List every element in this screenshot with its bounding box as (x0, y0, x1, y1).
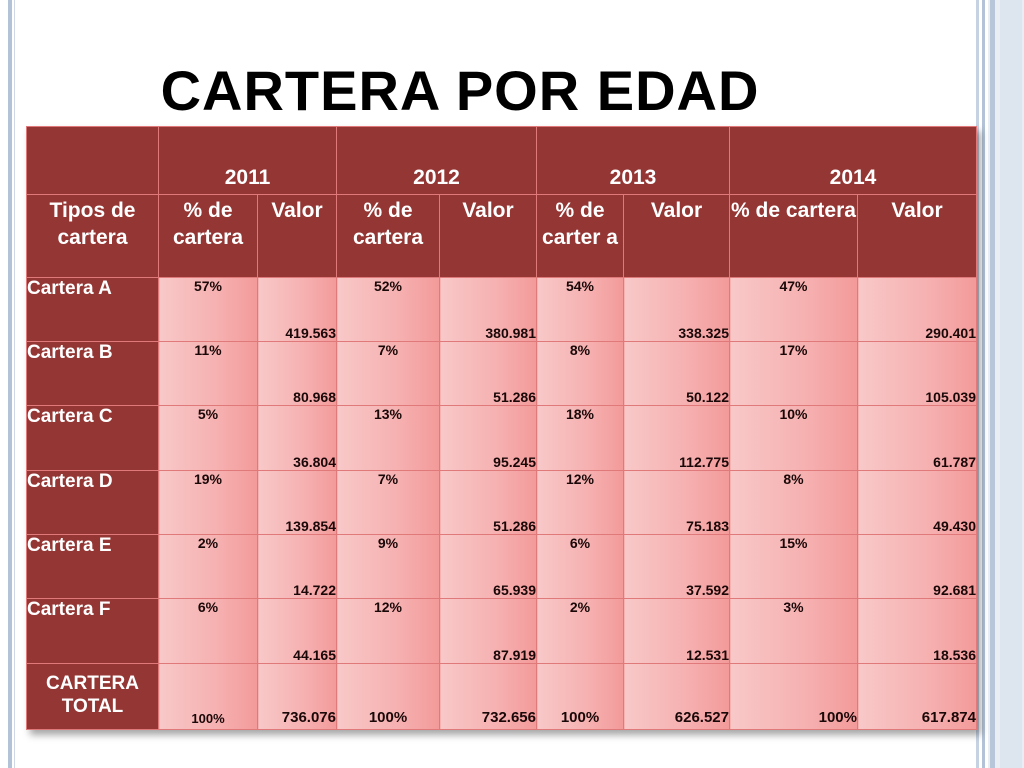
value-cell: 18.536 (857, 598, 977, 664)
value-cell: 61.787 (857, 405, 977, 471)
value-cell: 44.165 (257, 598, 337, 664)
pct-header-2013: % de carter a (536, 194, 624, 278)
pct-cell: 54% (536, 276, 624, 343)
year-2013: 2013 (536, 125, 730, 196)
pct-cell: 13% (336, 405, 440, 471)
value-cell: 380.981 (439, 276, 537, 343)
pct-cell: 9% (336, 533, 440, 600)
pct-cell: 12% (336, 598, 440, 664)
slide-title: CARTERA POR EDAD (160, 59, 760, 122)
pct-cell: 2% (536, 598, 624, 664)
pct-cell: 19% (158, 469, 258, 535)
value-cell: 49.430 (857, 469, 977, 535)
pct-cell: 57% (158, 276, 258, 343)
pct-cell: 18% (536, 405, 624, 471)
pct-cell: 2% (158, 533, 258, 600)
table-row: Cartera C 5% 36.804 13% 95.245 18% 112.7… (26, 405, 977, 471)
pct-cell: 6% (158, 598, 258, 664)
row-label: Cartera F (26, 598, 159, 664)
value-cell: 80.968 (257, 341, 337, 407)
pct-cell: 8% (536, 341, 624, 407)
value-cell: 51.286 (439, 469, 537, 535)
pct-header-2012: % de cartera (336, 194, 440, 278)
pct-cell: 5% (158, 405, 258, 471)
value-cell: 50.122 (623, 341, 730, 407)
total-pct-cell: 100% (336, 662, 440, 731)
total-value-cell: 617.874 (857, 662, 977, 731)
val-header-2014: Valor (857, 194, 977, 278)
table-row: Cartera D 19% 139.854 7% 51.286 12% 75.1… (26, 469, 977, 535)
row-label: Cartera C (26, 405, 159, 471)
pct-header-2011: % de cartera (158, 194, 258, 278)
year-2011: 2011 (158, 125, 337, 196)
pct-cell: 7% (336, 341, 440, 407)
pct-cell: 11% (158, 341, 258, 407)
total-value-cell: 732.656 (439, 662, 537, 731)
value-cell: 87.919 (439, 598, 537, 664)
val-header-2012: Valor (439, 194, 537, 278)
total-pct-cell: 100% (158, 662, 258, 731)
value-cell: 92.681 (857, 533, 977, 600)
total-label: CARTERA TOTAL (26, 662, 159, 731)
value-cell: 112.775 (623, 405, 730, 471)
slide-left-rule (8, 0, 12, 768)
pct-cell: 47% (729, 276, 858, 343)
pct-cell: 7% (336, 469, 440, 535)
value-cell: 36.804 (257, 405, 337, 471)
slide-right-decoration (976, 0, 1024, 768)
tipos-header: Tipos de cartera (26, 194, 159, 278)
value-cell: 105.039 (857, 341, 977, 407)
value-cell: 290.401 (857, 276, 977, 343)
value-cell: 14.722 (257, 533, 337, 600)
value-cell: 65.939 (439, 533, 537, 600)
table-row: Cartera F 6% 44.165 12% 87.919 2% 12.531… (26, 598, 977, 664)
value-cell: 51.286 (439, 341, 537, 407)
value-cell: 75.183 (623, 469, 730, 535)
total-row: CARTERA TOTAL 100% 736.076 100% 732.656 … (26, 662, 977, 731)
total-value-cell: 626.527 (623, 662, 730, 731)
value-cell: 139.854 (257, 469, 337, 535)
row-label: Cartera A (26, 276, 159, 343)
pct-cell: 8% (729, 469, 858, 535)
pct-cell: 6% (536, 533, 624, 600)
corner-cell (26, 125, 159, 196)
value-cell: 419.563 (257, 276, 337, 343)
year-2012: 2012 (336, 125, 537, 196)
val-header-2011: Valor (257, 194, 337, 278)
value-cell: 95.245 (439, 405, 537, 471)
year-header-row: 2011 2012 2013 2014 (26, 125, 977, 196)
pct-header-2014: % de cartera (729, 194, 858, 278)
total-pct-cell: 100% (536, 662, 624, 731)
row-label: Cartera B (26, 341, 159, 407)
cartera-table: 2011 2012 2013 2014 Tipos de cartera % d… (26, 125, 977, 731)
subheader-row: Tipos de cartera % de cartera Valor % de… (26, 194, 977, 278)
pct-cell: 15% (729, 533, 858, 600)
row-label: Cartera D (26, 469, 159, 535)
value-cell: 338.325 (623, 276, 730, 343)
value-cell: 37.592 (623, 533, 730, 600)
val-header-2013: Valor (623, 194, 730, 278)
table-row: Cartera E 2% 14.722 9% 65.939 6% 37.592 … (26, 533, 977, 600)
pct-cell: 17% (729, 341, 858, 407)
row-label: Cartera E (26, 533, 159, 600)
pct-cell: 3% (729, 598, 858, 664)
slide-left-rule-thin (14, 0, 15, 768)
pct-cell: 12% (536, 469, 624, 535)
year-2014: 2014 (729, 125, 977, 196)
table-row: Cartera B 11% 80.968 7% 51.286 8% 50.122… (26, 341, 977, 407)
value-cell: 12.531 (623, 598, 730, 664)
table-row: Cartera A 57% 419.563 52% 380.981 54% 33… (26, 276, 977, 343)
pct-cell: 52% (336, 276, 440, 343)
pct-cell: 10% (729, 405, 858, 471)
total-value-cell: 736.076 (257, 662, 337, 731)
total-pct-cell: 100% (729, 662, 858, 731)
